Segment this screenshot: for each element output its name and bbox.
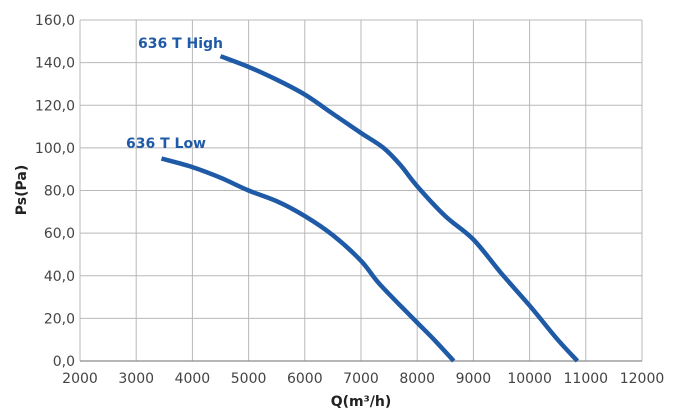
x-tick-label: 3000: [118, 371, 154, 387]
series-line-low: [160, 156, 456, 363]
series-lines: [160, 54, 580, 363]
y-tick-label: 60,0: [44, 226, 75, 242]
x-tick-labels: 2000 3000 4000 5000 6000 7000 8000 9000 10000 110…: [62, 371, 664, 387]
x-tick-label: 6000: [287, 371, 323, 387]
series-label-high: 636 T High: [138, 36, 223, 52]
x-tick-label: 9000: [456, 371, 492, 387]
y-tick-label: 100,0: [35, 141, 75, 157]
y-tick-label: 40,0: [44, 269, 75, 285]
y-tick-label: 120,0: [35, 98, 75, 114]
x-tick-label: 10000: [507, 371, 552, 387]
series-line-high: [219, 54, 580, 363]
x-tick-label: 7000: [343, 371, 379, 387]
series-label-low: 636 T Low: [126, 136, 206, 152]
y-tick-label: 20,0: [44, 311, 75, 327]
y-tick-labels: 0,0 20,0 40,0 60,0 80,0 100,0 120,0 140,0 160,0: [35, 13, 75, 370]
x-tick-label: 12000: [620, 371, 665, 387]
x-tick-label: 11000: [564, 371, 609, 387]
x-tick-label: 5000: [231, 371, 267, 387]
y-tick-label: 140,0: [35, 56, 75, 72]
x-tick-label: 4000: [175, 371, 211, 387]
y-tick-label: 0,0: [53, 354, 75, 370]
x-tick-label: 2000: [62, 371, 98, 387]
x-axis-title: Q(m³/h): [331, 394, 392, 410]
y-axis-title: Ps(Pa): [14, 165, 30, 215]
grid: [79, 19, 643, 361]
y-tick-label: 80,0: [44, 184, 75, 200]
y-tick-label: 160,0: [35, 13, 75, 29]
x-tick-label: 8000: [399, 371, 435, 387]
